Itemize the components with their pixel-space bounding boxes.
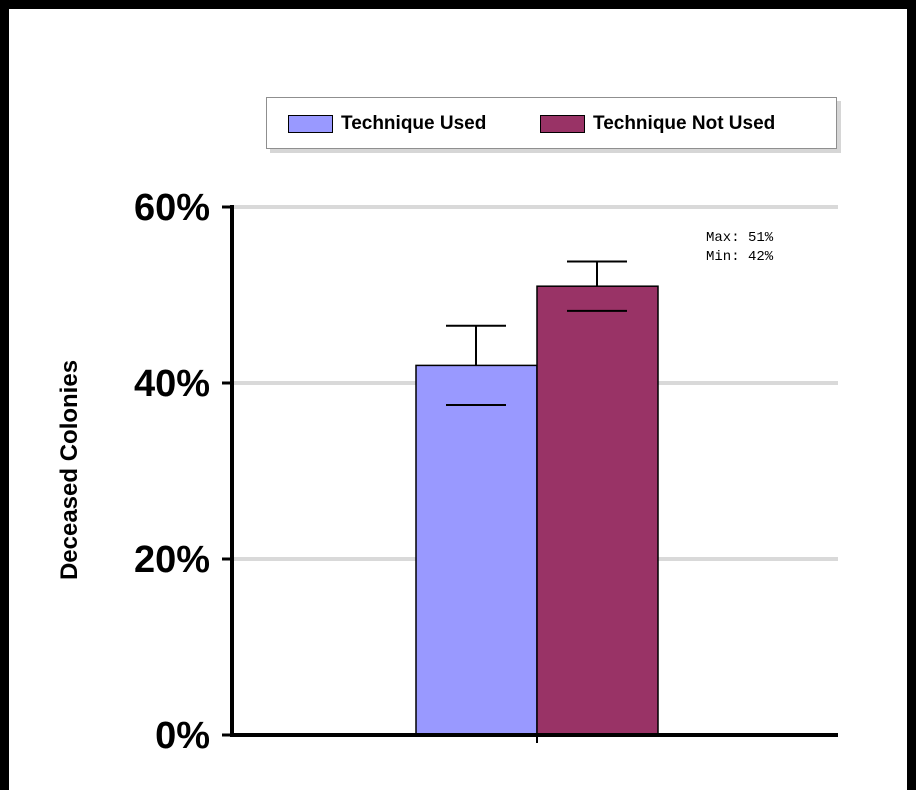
legend-item-technique-used: Technique Used [288, 113, 486, 135]
legend-swatch-technique-not-used [540, 115, 585, 133]
legend-swatch-technique-used [288, 115, 333, 133]
y-tick-label-0: 0% [155, 715, 210, 757]
legend-label-technique-used: Technique Used [341, 113, 487, 134]
y-tick-label-40: 40% [134, 363, 210, 405]
y-tick-label-60: 60% [134, 187, 210, 229]
legend-item-technique-not-used: Technique Not Used [540, 113, 775, 135]
legend-label-technique-not-used: Technique Not Used [593, 113, 776, 134]
bar-technique-not-used [536, 285, 659, 736]
annotation-box: Max: 51% Min: 42% [706, 229, 773, 267]
y-tick-label-20: 20% [134, 539, 210, 581]
annotation-min: Min: 42% [706, 249, 774, 265]
annotation-max: Max: 51% [706, 230, 774, 246]
legend: Technique Used Technique Not Used [266, 97, 837, 149]
bar-technique-used [415, 364, 538, 736]
